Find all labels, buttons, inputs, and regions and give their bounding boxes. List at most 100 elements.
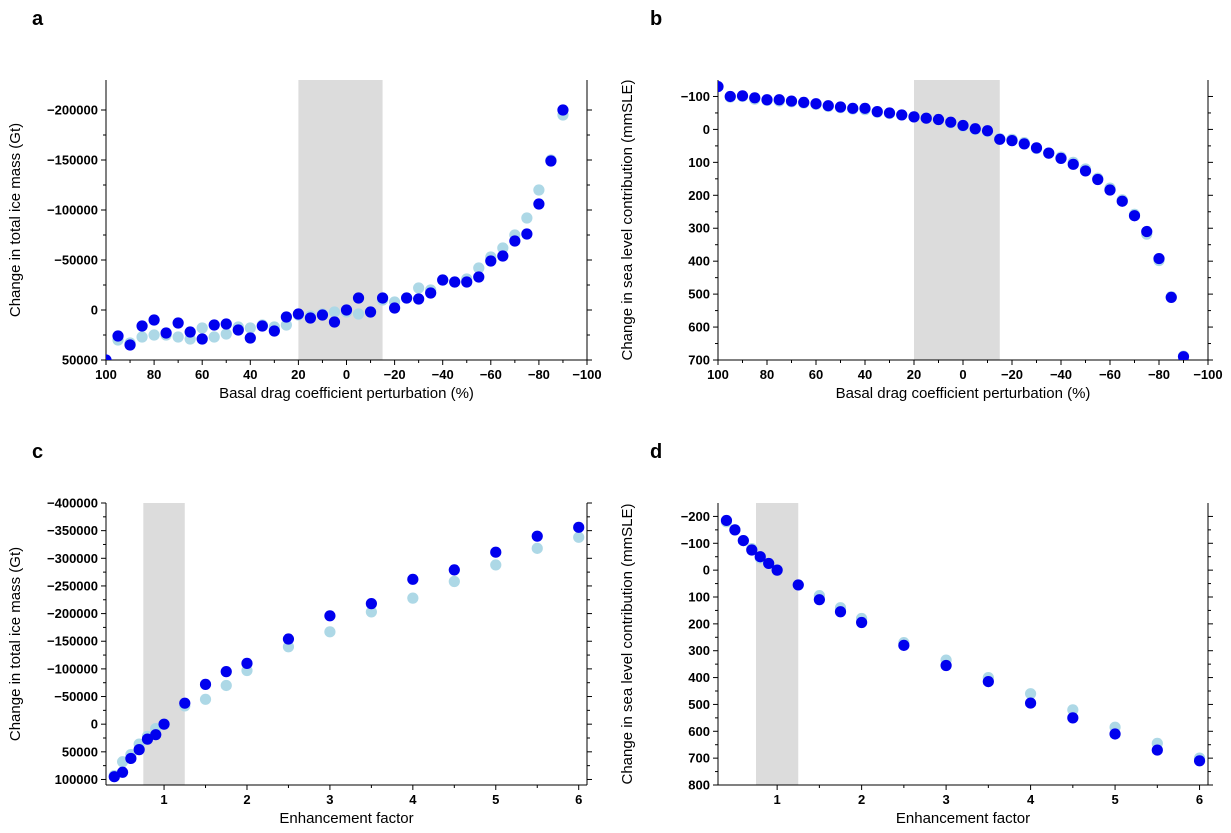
data-point <box>196 333 208 345</box>
data-point <box>533 198 545 210</box>
data-point <box>545 155 557 167</box>
y-tick-label: −250000 <box>47 578 98 593</box>
x-tick-label: 40 <box>243 367 257 382</box>
y-tick-label: 500 <box>688 697 710 712</box>
y-tick-label: 700 <box>688 751 710 766</box>
x-tick-label: −80 <box>1148 367 1170 382</box>
x-axis-label: Basal drag coefficient perturbation (%) <box>836 385 1091 402</box>
data-point <box>461 276 473 288</box>
x-tick-label: 6 <box>575 792 582 807</box>
data-point <box>116 766 129 778</box>
y-tick-label: −350000 <box>47 523 98 538</box>
panel-label: d <box>650 441 662 463</box>
data-point <box>813 594 825 606</box>
data-point <box>871 106 883 118</box>
x-axis-label: Enhancement factor <box>896 810 1030 827</box>
x-axis-label: Basal drag coefficient perturbation (%) <box>219 385 474 402</box>
data-point <box>148 314 160 326</box>
data-point <box>932 113 945 126</box>
data-point <box>1116 195 1128 207</box>
x-tick-label: 3 <box>326 792 333 807</box>
x-tick-label: 1 <box>774 792 781 807</box>
data-point <box>199 678 212 690</box>
data-point <box>413 293 425 305</box>
x-tick-label: 100 <box>707 367 729 382</box>
data-point <box>798 96 810 108</box>
data-point <box>172 317 184 329</box>
y-axis-label: Change in total ice mass (Gt) <box>7 123 24 317</box>
y-tick-label: −50000 <box>54 689 98 704</box>
data-point <box>241 657 253 669</box>
data-point <box>771 564 783 576</box>
data-point <box>256 320 268 332</box>
data-point <box>324 610 336 622</box>
data-point <box>1024 697 1037 709</box>
data-point <box>533 184 545 196</box>
x-tick-label: −40 <box>1050 367 1072 382</box>
data-point <box>352 308 365 320</box>
data-point <box>497 242 509 254</box>
x-tick-label: 6 <box>1196 792 1203 807</box>
y-tick-label: −400000 <box>47 496 98 511</box>
data-point <box>1006 135 1018 147</box>
y-tick-label: 400 <box>688 670 710 685</box>
data-point <box>490 559 502 571</box>
data-point <box>531 542 543 554</box>
y-tick-label: −300000 <box>47 551 98 566</box>
x-tick-label: 5 <box>492 792 499 807</box>
y-tick-label: −50000 <box>54 253 98 268</box>
y-tick-label: 400 <box>688 254 710 269</box>
y-tick-label: 700 <box>688 353 710 368</box>
data-point <box>413 282 425 294</box>
panel-a: a 50000 0 −50000 −100000 −150000 −200000 100 80 6… <box>7 8 602 402</box>
data-point <box>280 311 292 323</box>
y-tick-label: 50000 <box>62 353 98 368</box>
y-tick-label: 100000 <box>55 772 98 787</box>
y-tick-label: −200000 <box>47 103 98 118</box>
data-point <box>199 693 212 705</box>
x-tick-label: 60 <box>809 367 823 382</box>
x-tick-label: 2 <box>858 792 865 807</box>
data-point <box>196 322 208 334</box>
y-tick-label: 0 <box>91 303 98 318</box>
x-tick-label: 40 <box>858 367 872 382</box>
data-point <box>136 320 148 332</box>
data-point <box>908 111 920 123</box>
data-point <box>448 575 460 588</box>
data-point <box>376 292 389 304</box>
data-point <box>141 733 154 745</box>
data-point <box>401 292 413 304</box>
data-point <box>158 718 170 730</box>
x-tick-label: −20 <box>384 367 406 382</box>
data-point <box>280 319 292 331</box>
data-point <box>389 302 401 314</box>
y-tick-label: −100000 <box>47 661 98 676</box>
data-point <box>448 564 460 576</box>
data-point <box>220 679 232 692</box>
data-point <box>407 592 419 604</box>
data-point <box>160 327 172 339</box>
data-point <box>792 579 804 591</box>
series-2 <box>718 80 1190 360</box>
y-tick-label: 200 <box>688 616 710 631</box>
data-point <box>244 332 256 344</box>
x-tick-label: 20 <box>907 367 921 382</box>
data-point <box>1151 744 1163 756</box>
data-point <box>1018 138 1030 150</box>
data-point <box>737 535 749 547</box>
data-point <box>136 331 148 343</box>
data-point <box>365 606 377 618</box>
series-2 <box>108 521 585 783</box>
panel-label: c <box>32 441 43 463</box>
data-point <box>856 616 868 629</box>
data-point <box>1030 142 1043 154</box>
data-point <box>729 524 741 536</box>
data-point <box>316 309 329 321</box>
data-point <box>425 287 437 299</box>
data-point <box>449 276 461 288</box>
data-point <box>940 659 952 672</box>
data-point <box>982 676 994 688</box>
data-point <box>810 98 822 110</box>
data-point <box>736 90 749 102</box>
x-tick-label: 100 <box>95 367 117 382</box>
